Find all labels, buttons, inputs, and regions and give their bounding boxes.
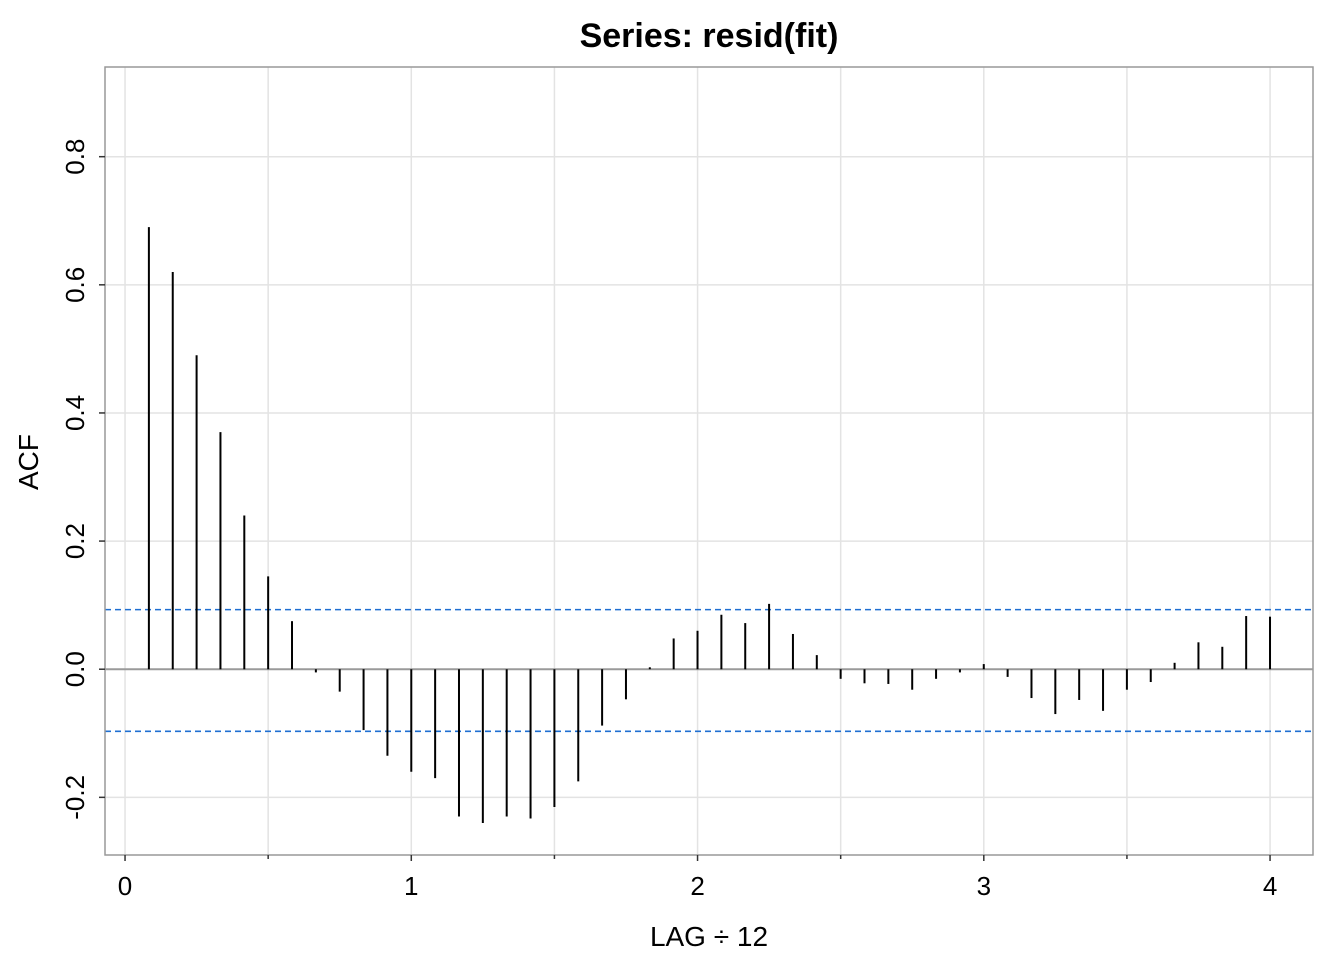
y-axis-ticks: -0.2 0.0 0.2 0.4 0.6 0.8 (60, 139, 105, 820)
x-axis-ticks: 0 1 2 3 4 (118, 855, 1277, 901)
x-tick-label-1: 1 (404, 871, 418, 901)
y-tick-label-4: 0.6 (60, 267, 90, 303)
grid-lines (105, 67, 1313, 855)
acf-spikes (147, 227, 1272, 823)
y-tick-label-3: 0.4 (60, 395, 90, 431)
x-tick-label-0: 0 (118, 871, 132, 901)
y-tick-label-0: -0.2 (60, 775, 90, 820)
plot-frame (104, 66, 1314, 856)
x-tick-label-3: 3 (977, 871, 991, 901)
confidence-bounds (105, 608, 1313, 733)
y-tick-label-2: 0.2 (60, 523, 90, 559)
x-axis-label: LAG ÷ 12 (650, 921, 768, 952)
chart-title: Series: resid(fit) (580, 17, 839, 55)
x-tick-label-4: 4 (1263, 871, 1277, 901)
y-tick-label-5: 0.8 (60, 139, 90, 175)
y-tick-label-1: 0.0 (60, 651, 90, 687)
x-tick-label-2: 2 (690, 871, 704, 901)
y-axis-label: ACF (13, 434, 44, 490)
